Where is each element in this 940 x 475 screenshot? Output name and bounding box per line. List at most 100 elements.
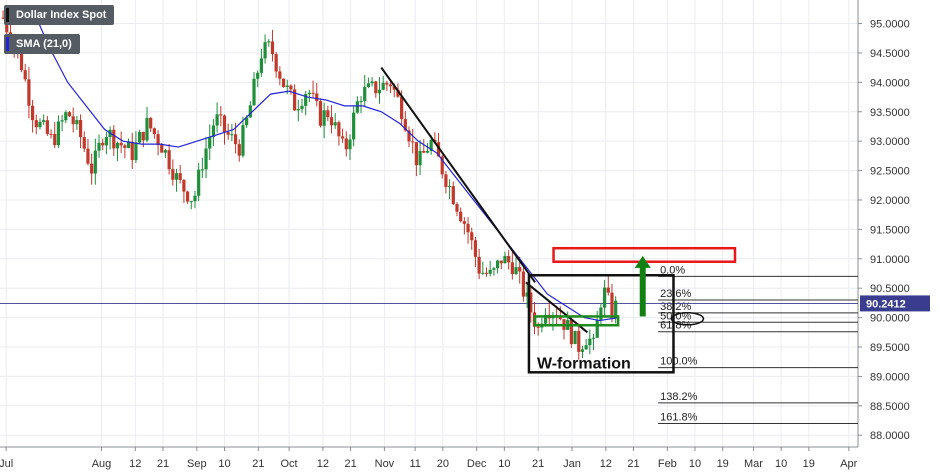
candle-body bbox=[311, 92, 315, 94]
candle-body bbox=[318, 101, 323, 126]
candle-body bbox=[448, 186, 452, 188]
candle-body bbox=[197, 169, 201, 196]
candle-body bbox=[270, 41, 275, 55]
x-tick-label: 10 bbox=[498, 458, 510, 470]
candle-body bbox=[429, 139, 433, 151]
candle-body bbox=[38, 121, 42, 128]
candle-body bbox=[86, 148, 90, 164]
candle-body bbox=[488, 269, 492, 274]
candle-body bbox=[115, 142, 120, 149]
candle-body bbox=[200, 169, 204, 171]
fib-level-label: 0.0% bbox=[660, 264, 685, 276]
candle-body bbox=[481, 272, 485, 274]
x-tick-label: Jul bbox=[0, 458, 13, 470]
candle-body bbox=[436, 142, 441, 157]
candle-body bbox=[5, 17, 9, 33]
candle-body bbox=[141, 132, 145, 141]
candle-body bbox=[470, 232, 474, 241]
candle-body bbox=[104, 137, 109, 146]
candle-body bbox=[149, 117, 153, 129]
y-tick-label: 92.0000 bbox=[870, 195, 910, 207]
candle-body bbox=[274, 54, 278, 72]
y-tick-label: 88.5000 bbox=[870, 401, 910, 413]
x-tick-label: 10 bbox=[689, 458, 701, 470]
legend-series-title[interactable]: Dollar Index Spot bbox=[4, 5, 115, 25]
candle-body bbox=[400, 96, 404, 120]
candle-body bbox=[78, 120, 83, 138]
w-formation-label: W-formation bbox=[537, 355, 631, 372]
x-tick-label: 20 bbox=[437, 458, 449, 470]
candle-body bbox=[185, 191, 190, 202]
y-tick-label: 94.5000 bbox=[870, 48, 910, 60]
y-tick-label: 89.5000 bbox=[870, 342, 910, 354]
support-zone bbox=[533, 315, 620, 327]
candle-body bbox=[215, 114, 219, 126]
x-tick-label: 12 bbox=[129, 458, 141, 470]
candle-body bbox=[296, 109, 300, 111]
y-tick-label: 90.0000 bbox=[870, 313, 910, 325]
candle-body bbox=[363, 86, 367, 102]
x-tick-label: Jan bbox=[563, 458, 581, 470]
candle-body bbox=[577, 330, 581, 352]
candle-body bbox=[466, 223, 470, 233]
candle-body bbox=[440, 156, 444, 175]
candle-body bbox=[307, 92, 311, 95]
candle-body bbox=[422, 150, 426, 153]
candle-body bbox=[381, 82, 385, 90]
x-tick-label: Nov bbox=[375, 458, 395, 470]
candle-body bbox=[451, 186, 455, 205]
candle-body bbox=[53, 133, 57, 146]
candle-body bbox=[130, 141, 134, 161]
candle-body bbox=[558, 317, 562, 320]
candle-body bbox=[1, 17, 5, 19]
x-tick-label: 10 bbox=[775, 458, 787, 470]
candle-body bbox=[156, 134, 160, 146]
candle-body bbox=[75, 120, 79, 125]
candle-body bbox=[444, 174, 448, 188]
candle-body bbox=[359, 101, 363, 103]
candle-body bbox=[134, 142, 138, 161]
candle-body bbox=[193, 195, 197, 202]
candle-body bbox=[495, 260, 500, 269]
candle-body bbox=[584, 345, 588, 350]
candle-body bbox=[56, 121, 61, 146]
x-tick-label: 21 bbox=[532, 458, 544, 470]
legend-swatch-sma bbox=[6, 37, 9, 51]
x-tick-label: Oct bbox=[281, 458, 298, 470]
candle-body bbox=[374, 81, 378, 94]
candle-body bbox=[304, 94, 308, 106]
candle-body bbox=[82, 137, 86, 149]
candle-body bbox=[595, 320, 599, 338]
candle-body bbox=[222, 115, 227, 133]
legend-swatch-price bbox=[6, 8, 9, 22]
candle-body bbox=[45, 120, 49, 134]
candle-body bbox=[226, 132, 230, 135]
legend-series-sma[interactable]: SMA (21,0) bbox=[4, 34, 80, 54]
candle-body bbox=[30, 105, 35, 121]
fib-level-label: 100.0% bbox=[660, 356, 698, 368]
arrow-shaft bbox=[639, 265, 646, 317]
x-tick-label: 19 bbox=[803, 458, 815, 470]
candle-body bbox=[300, 105, 304, 110]
candle-body bbox=[315, 93, 319, 102]
candle-body bbox=[230, 134, 234, 136]
candle-body bbox=[245, 117, 249, 126]
candle-body bbox=[93, 150, 97, 174]
x-tick-label: 21 bbox=[627, 458, 639, 470]
candle-body bbox=[211, 125, 216, 138]
candle-body bbox=[473, 240, 478, 257]
candle-body bbox=[392, 86, 396, 90]
candle-body bbox=[34, 120, 38, 128]
x-tick-label: 12 bbox=[317, 458, 329, 470]
x-tick-label: 19 bbox=[717, 458, 729, 470]
candle-body bbox=[355, 101, 359, 113]
candle-body bbox=[573, 330, 577, 344]
x-tick-label: Dec bbox=[467, 458, 487, 470]
price-tag-box bbox=[860, 295, 930, 312]
candle-body bbox=[543, 314, 548, 324]
candle-body bbox=[64, 112, 68, 121]
candle-body bbox=[396, 89, 400, 97]
candle-body bbox=[189, 201, 193, 203]
candle-body bbox=[329, 117, 334, 126]
x-tick-label: Sep bbox=[187, 458, 207, 470]
